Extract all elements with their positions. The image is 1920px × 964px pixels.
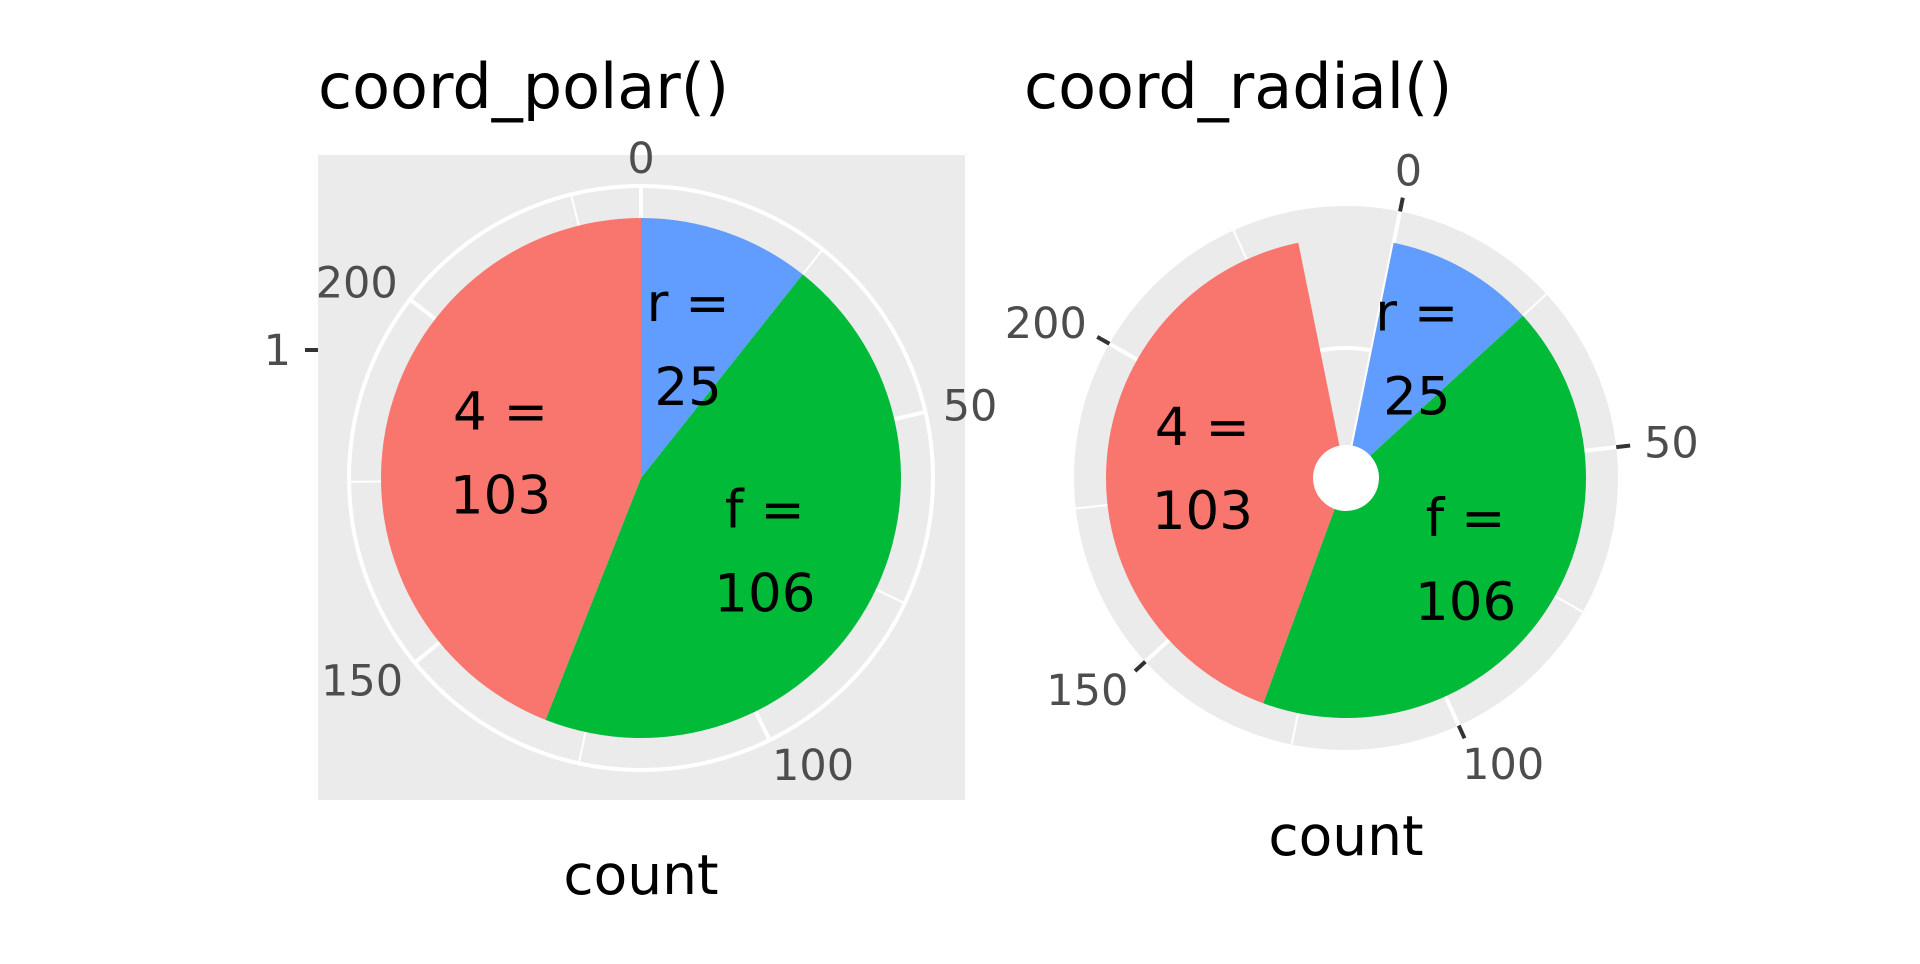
radial-slices <box>1105 242 1587 719</box>
radial-slice-label-r-line2: 25 <box>1383 367 1450 428</box>
polar-slice-labels: r = 25 f = 106 4 = 103 <box>450 273 815 625</box>
polar-theta-ticks: 0 50 100 150 200 <box>316 134 998 791</box>
polar-slice-4 <box>380 218 641 720</box>
radial-x-axis-title: count <box>1268 804 1423 868</box>
polar-slice-label-f-line1: f = <box>725 480 805 541</box>
radial-slice-label-f-line1: f = <box>1426 488 1506 549</box>
polar-slices <box>380 218 902 738</box>
polar-slice-r <box>641 218 803 478</box>
radial-theta-tick-label: 0 <box>1395 146 1422 196</box>
radial-slice-label-4-line1: 4 = <box>1155 397 1250 458</box>
radial-slice-label-4-line2: 103 <box>1152 481 1253 542</box>
radial-slice-label-f-line2: 106 <box>1415 572 1516 633</box>
radial-theta-ticks: 0 50 100 150 200 <box>1005 146 1699 789</box>
radial-chart-title: coord_radial() <box>1024 50 1452 123</box>
radial-slice-r <box>1352 242 1523 456</box>
polar-slice-label-r-line2: 25 <box>654 357 721 418</box>
radial-theta-tick-mark <box>1398 197 1405 212</box>
polar-x-axis-title: count <box>563 843 718 907</box>
radial-theta-tick-mark <box>1133 660 1147 673</box>
polar-theta-tick-label: 100 <box>772 741 854 791</box>
radial-slice-labels: r = 25 f = 106 4 = 103 <box>1152 283 1516 634</box>
polar-slice-label-4-line2: 103 <box>450 465 551 526</box>
polar-slice-label-r-line1: r = <box>647 273 730 334</box>
polar-theta-tick-label: 150 <box>321 656 403 706</box>
radial-theta-tick-mark <box>1096 335 1111 346</box>
polar-slice-f <box>545 274 902 738</box>
polar-theta-tick-label: 0 <box>627 134 654 184</box>
radial-theta-tick-label: 100 <box>1462 740 1544 790</box>
radial-slice-label-r-line1: r = <box>1375 283 1458 344</box>
radial-slice-4 <box>1105 242 1340 704</box>
radial-chart: coord_radial() 0 50 100 150 200 r = 25 f = 106 4… <box>1005 50 1699 868</box>
radial-theta-tick-mark <box>1456 724 1467 740</box>
polar-theta-tick-label: 50 <box>943 382 998 432</box>
polar-slice-label-f-line2: 106 <box>714 564 815 625</box>
polar-chart: coord_polar() 0 50 100 150 200 r = 25 f = 106 4 … <box>264 50 998 907</box>
polar-slice-label-4-line1: 4 = <box>453 381 548 442</box>
radial-theta-tick-label: 50 <box>1644 418 1699 468</box>
radial-theta-tick-mark <box>1616 443 1631 450</box>
polar-theta-tick-label: 200 <box>316 258 398 308</box>
polar-y-tick-label: 1 <box>264 326 291 376</box>
radial-theta-tick-label: 200 <box>1005 299 1087 349</box>
polar-chart-title: coord_polar() <box>318 50 729 123</box>
radial-theta-tick-label: 150 <box>1046 666 1128 716</box>
radial-slice-f <box>1263 315 1587 719</box>
